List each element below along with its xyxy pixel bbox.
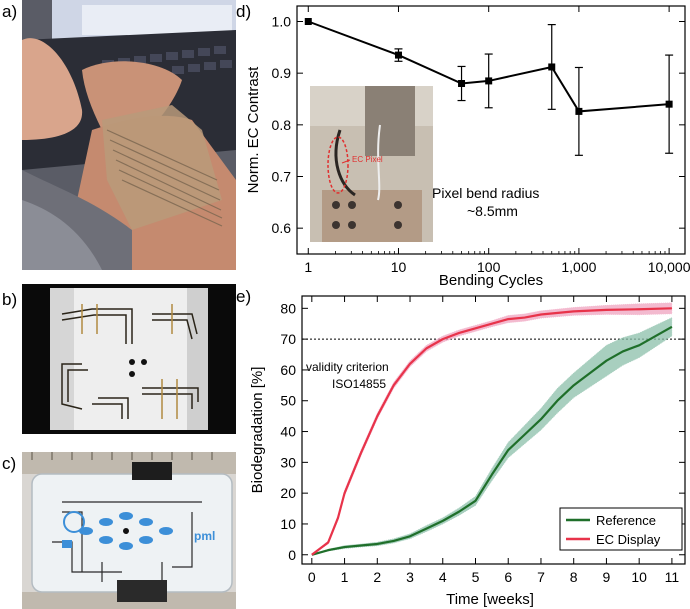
chart-e-ylabel: Biodegradation [%] — [249, 367, 266, 494]
chart-d-ylabel: Norm. EC Contrast — [245, 66, 262, 194]
legend-label-ec-display: EC Display — [596, 532, 661, 547]
chart-e-xtick-label: 1 — [341, 569, 349, 585]
chart-e-ytick-label: 70 — [280, 331, 296, 347]
chart-d-ytick-label: 0.7 — [272, 169, 292, 185]
chart-e-xtick-label: 4 — [439, 569, 447, 585]
chart-e-xtick-label: 2 — [373, 569, 381, 585]
chart-d: EC Pixel 1 10 100 1,000 10,000 0.6 0.7 0.8 0.9 1.… — [245, 5, 690, 289]
chart-d-ytick-label: 0.8 — [272, 117, 292, 133]
chart-e-frame — [301, 295, 686, 565]
panel-label-c: c) — [2, 454, 17, 473]
panel-label-b: b) — [2, 290, 18, 309]
chart-e-ytick-label: 30 — [280, 454, 296, 470]
chart-e-ytick-label: 40 — [280, 424, 296, 440]
chart-d-ticks: 1 10 100 1,000 10,000 0.6 0.7 0.8 0.9 1.0 — [272, 6, 690, 275]
chart-d-ytick-label: 0.9 — [272, 65, 292, 81]
chart-e-ytick-label: 20 — [280, 485, 296, 501]
panel-label-e: e) — [236, 287, 252, 306]
chart-d-point — [665, 100, 673, 108]
chart-d-point — [394, 51, 402, 59]
legend-label-reference: Reference — [596, 513, 656, 528]
chart-d-point — [548, 63, 556, 71]
chart-e: 0 1 2 3 4 5 6 7 8 9 10 11 0 10 20 30 40 50 60 70 80 validity… — [249, 295, 686, 608]
chart-d-xtick-label: 10 — [391, 259, 407, 275]
chart-e-line-ec-display — [311, 307, 672, 556]
photo-c-logo-text: pml — [194, 529, 215, 543]
chart-d-xtick-label: 10,000 — [648, 259, 690, 275]
chart-e-xtick-label: 8 — [570, 569, 578, 585]
chart-e-ytick-label: 50 — [280, 393, 296, 409]
chart-e-xtick-label: 0 — [308, 569, 316, 585]
chart-e-xtick-label: 9 — [603, 569, 611, 585]
chart-d-point — [304, 18, 312, 25]
chart-d-marks — [304, 18, 674, 156]
chart-e-line-reference — [311, 325, 673, 556]
chart-d-xtick-label: 1,000 — [561, 259, 596, 275]
panel-label-a: a) — [2, 2, 18, 21]
chart-e-xlabel: Time [weeks] — [446, 591, 534, 608]
chart-e-xtick-label: 5 — [472, 569, 480, 585]
photo-flexible-circuit-cylinder — [22, 284, 236, 434]
chart-e-xtick-label: 11 — [665, 569, 680, 585]
chart-e-xtick-label: 10 — [631, 569, 647, 585]
photo-ec-display-with-ruler: pml — [22, 452, 236, 609]
chart-d-annotation-line2: ~8.5mm — [467, 203, 518, 219]
chart-d-annotation-line1: Pixel bend radius — [432, 185, 539, 201]
chart-d-xtick-label: 1 — [304, 259, 312, 275]
chart-d-frame — [296, 5, 686, 255]
chart-e-legend: Reference EC Display — [559, 507, 683, 551]
chart-e-marks — [302, 302, 685, 556]
chart-d-ytick-label: 0.6 — [272, 220, 292, 236]
chart-d-xtick-label: 100 — [477, 259, 501, 275]
chart-e-ytick-label: 80 — [280, 300, 296, 316]
inset-label-ec-pixel: EC Pixel — [352, 155, 383, 164]
chart-d-xlabel: Bending Cycles — [439, 272, 543, 289]
chart-e-ticks: 0 1 2 3 4 5 6 7 8 9 10 11 0 10 20 30 40 50 60 70 80 — [280, 296, 685, 585]
chart-d-point — [485, 77, 493, 85]
chart-d-point — [458, 80, 466, 87]
chart-d-ytick-label: 1.0 — [272, 14, 292, 30]
iso14855-label: ISO14855 — [332, 377, 386, 391]
chart-e-ytick-label: 60 — [280, 362, 296, 378]
validity-criterion-label: validity criterion — [306, 360, 389, 374]
chart-e-ytick-label: 10 — [280, 516, 296, 532]
chart-e-ytick-label: 0 — [288, 547, 296, 563]
chart-d-point — [575, 107, 583, 115]
chart-e-xtick-label: 7 — [537, 569, 545, 585]
panel-label-d: d) — [236, 2, 252, 21]
photo-wearable-forearm — [22, 0, 236, 270]
chart-e-xtick-label: 6 — [504, 569, 512, 585]
inset-photo-bending-rig: EC Pixel — [310, 86, 433, 242]
chart-e-xtick-label: 3 — [406, 569, 414, 585]
